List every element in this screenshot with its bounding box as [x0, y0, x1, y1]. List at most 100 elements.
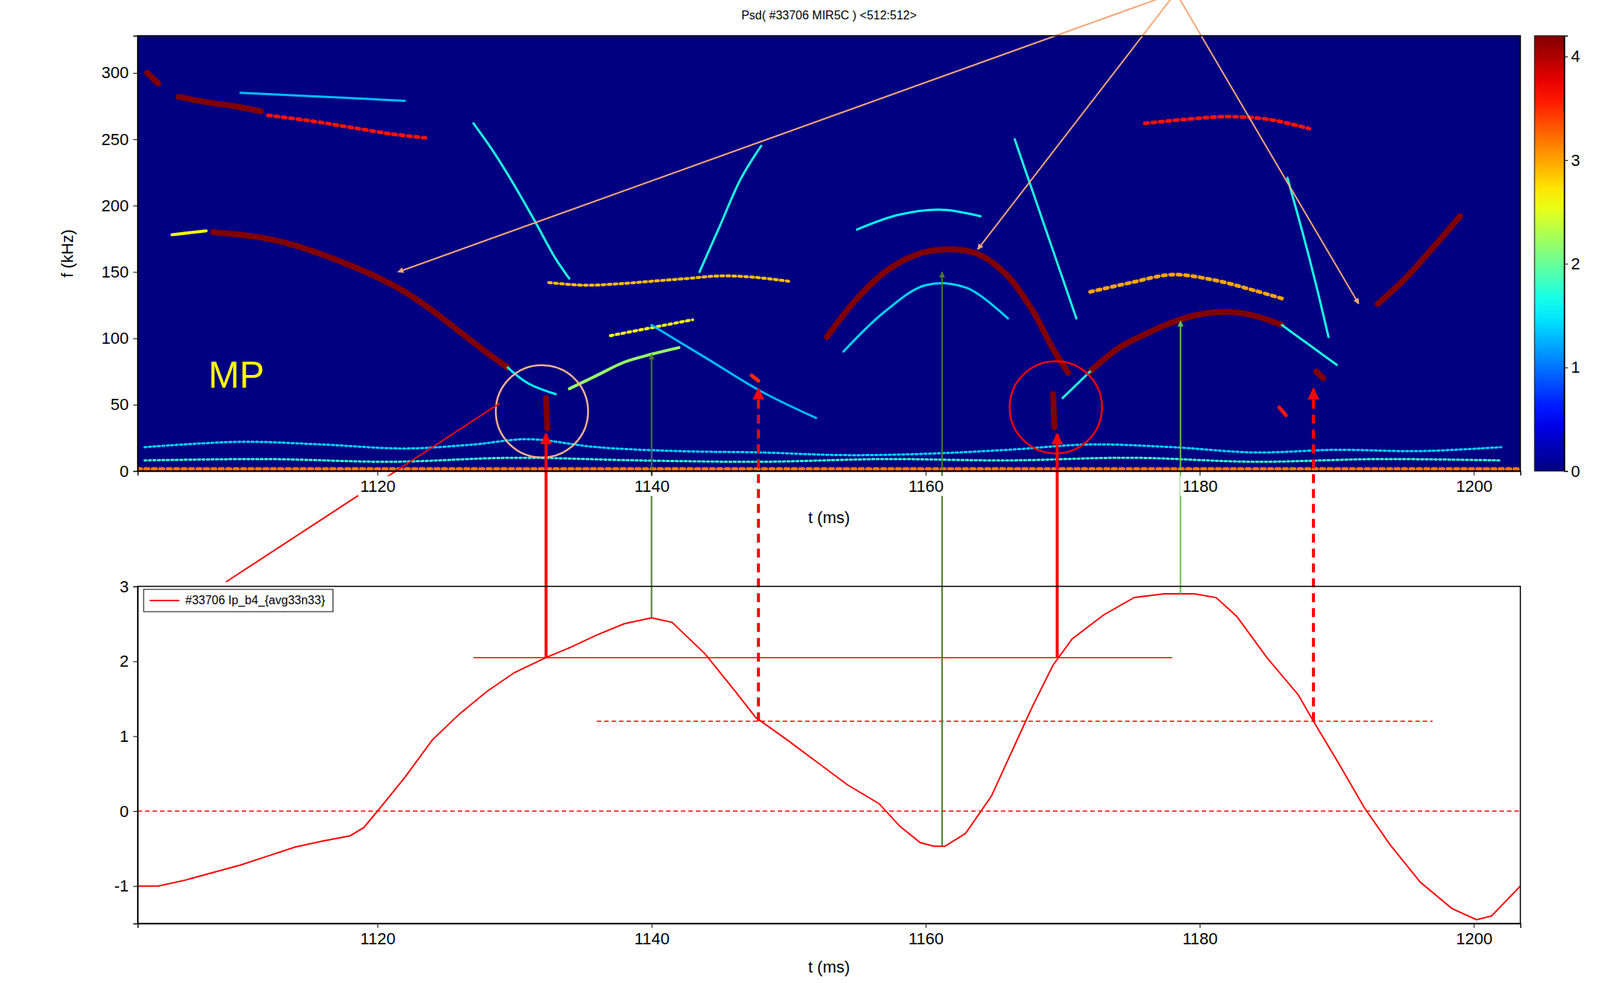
tick-mark: [1564, 56, 1568, 58]
mode-trace: [1090, 274, 1283, 299]
colorbar: [1534, 35, 1565, 472]
axis-title: t (ms): [808, 508, 850, 527]
tick-mark: [133, 886, 138, 888]
mode-trace: [610, 320, 693, 336]
tick-label: 1160: [908, 929, 944, 949]
tick-mark: [133, 811, 138, 812]
x-axis-tick: 1120: [357, 471, 398, 497]
axis-line: [133, 36, 139, 472]
mode-trace: [144, 457, 1502, 462]
mode-trace: [699, 145, 762, 272]
tick-label: 1180: [1182, 929, 1218, 949]
mode-trace: [171, 230, 207, 235]
tick-label: 1200: [1455, 929, 1493, 949]
tick-label: 100: [101, 328, 129, 348]
y-axis-tick: 150: [101, 262, 138, 282]
x-axis-tick: 1140: [634, 923, 670, 949]
colorbar-axis-tick: 4: [1564, 46, 1580, 66]
tick-label: 1120: [360, 929, 396, 949]
mode-trace: [1282, 325, 1338, 366]
tick-mark: [1199, 471, 1201, 476]
highlight-circle: [495, 365, 588, 458]
mode-trace: [1279, 407, 1286, 416]
mode-trace: [240, 93, 405, 102]
mode-trace: [843, 283, 1008, 352]
leader-line: [226, 403, 500, 582]
mode-trace: [507, 367, 556, 395]
legend-box: [143, 589, 333, 612]
mode-trace: [178, 96, 261, 112]
colorbar-axis-tick: 1: [1564, 357, 1580, 377]
axis-line: [1565, 36, 1569, 472]
y-axis-tick: 0: [119, 802, 138, 821]
mode-trace: [1377, 216, 1460, 305]
tick-mark: [133, 72, 138, 74]
y-axis-tick: 3: [119, 577, 138, 597]
level-line: [473, 657, 1173, 659]
mode-trace: [1144, 116, 1310, 129]
y-axis: 050100150200250300: [101, 36, 138, 481]
legend-label: #33706 Ip_b4_{avg33n33}: [185, 593, 326, 608]
tick-label: 1120: [360, 477, 396, 496]
y-axis-tick: 100: [101, 328, 138, 348]
tick-label: 0: [1570, 462, 1580, 481]
tick-label: 200: [101, 196, 129, 216]
mode-trace: [548, 276, 789, 286]
tick-mark: [133, 661, 138, 663]
mode-trace: [1316, 371, 1324, 379]
tick-mark: [133, 404, 138, 406]
tick-mark: [651, 923, 653, 928]
tick-mark: [925, 923, 927, 928]
y-axis: -1 0 1 2 3: [113, 577, 138, 925]
marker-arrow: [1056, 433, 1059, 658]
level-line: [137, 810, 1521, 812]
mode-trace: [857, 209, 981, 230]
mode-trace: [147, 72, 159, 84]
y-axis-tick: 250: [101, 130, 138, 149]
spectrogram-traces: [137, 72, 1521, 469]
x-axis-tick: 1160: [906, 471, 946, 497]
tick-mark: [133, 205, 138, 207]
colorbar-axis-tick: 0: [1564, 462, 1580, 481]
tick-label: 1: [119, 727, 129, 746]
label-patch: [631, 476, 672, 497]
y-axis-tick: 200: [101, 196, 138, 216]
tick-mark: [133, 271, 138, 273]
axis-line: [138, 471, 1522, 477]
tick-label: 250: [101, 130, 129, 149]
tick-mark: [133, 338, 138, 340]
axis-line: [133, 587, 139, 925]
tick-label: 300: [101, 63, 129, 82]
x-axis-tick: 1160: [908, 923, 944, 949]
tick-mark: [1564, 263, 1568, 265]
tick-label: 0: [119, 802, 129, 821]
legend: #33706 Ip_b4_{avg33n33}: [143, 589, 333, 612]
tick-label: 2: [1570, 254, 1580, 274]
label-patch: [906, 476, 946, 497]
tick-mark: [133, 471, 138, 472]
x-axis-tick: 1200: [1455, 923, 1493, 949]
mode-trace: [1287, 177, 1329, 338]
tick-label: 3: [1570, 151, 1580, 170]
tick-label: 3: [119, 577, 129, 597]
tick-label: -1: [113, 876, 129, 896]
marker-arrow: [544, 433, 548, 658]
tick-label: 1140: [634, 929, 670, 949]
mode-trace: [546, 398, 548, 429]
marker-arrow: [1312, 388, 1315, 722]
annotation-label: MP: [208, 354, 265, 396]
mode-trace: [751, 375, 759, 382]
tick-mark: [651, 471, 653, 476]
label-patch: [1180, 476, 1220, 497]
colorbar-axis-tick: 3: [1564, 151, 1580, 170]
tick-mark: [133, 736, 138, 737]
legend-swatch: [149, 599, 180, 602]
x-axis-tick: 1180: [1182, 923, 1218, 949]
tick-label: 1160: [908, 477, 944, 496]
tick-mark: [1473, 923, 1475, 928]
y-axis-tick: -1: [113, 876, 138, 896]
mode-trace: [1053, 394, 1055, 428]
tick-label: 2: [119, 651, 129, 671]
plot-frame: [137, 35, 1521, 472]
tick-mark: [133, 139, 138, 140]
